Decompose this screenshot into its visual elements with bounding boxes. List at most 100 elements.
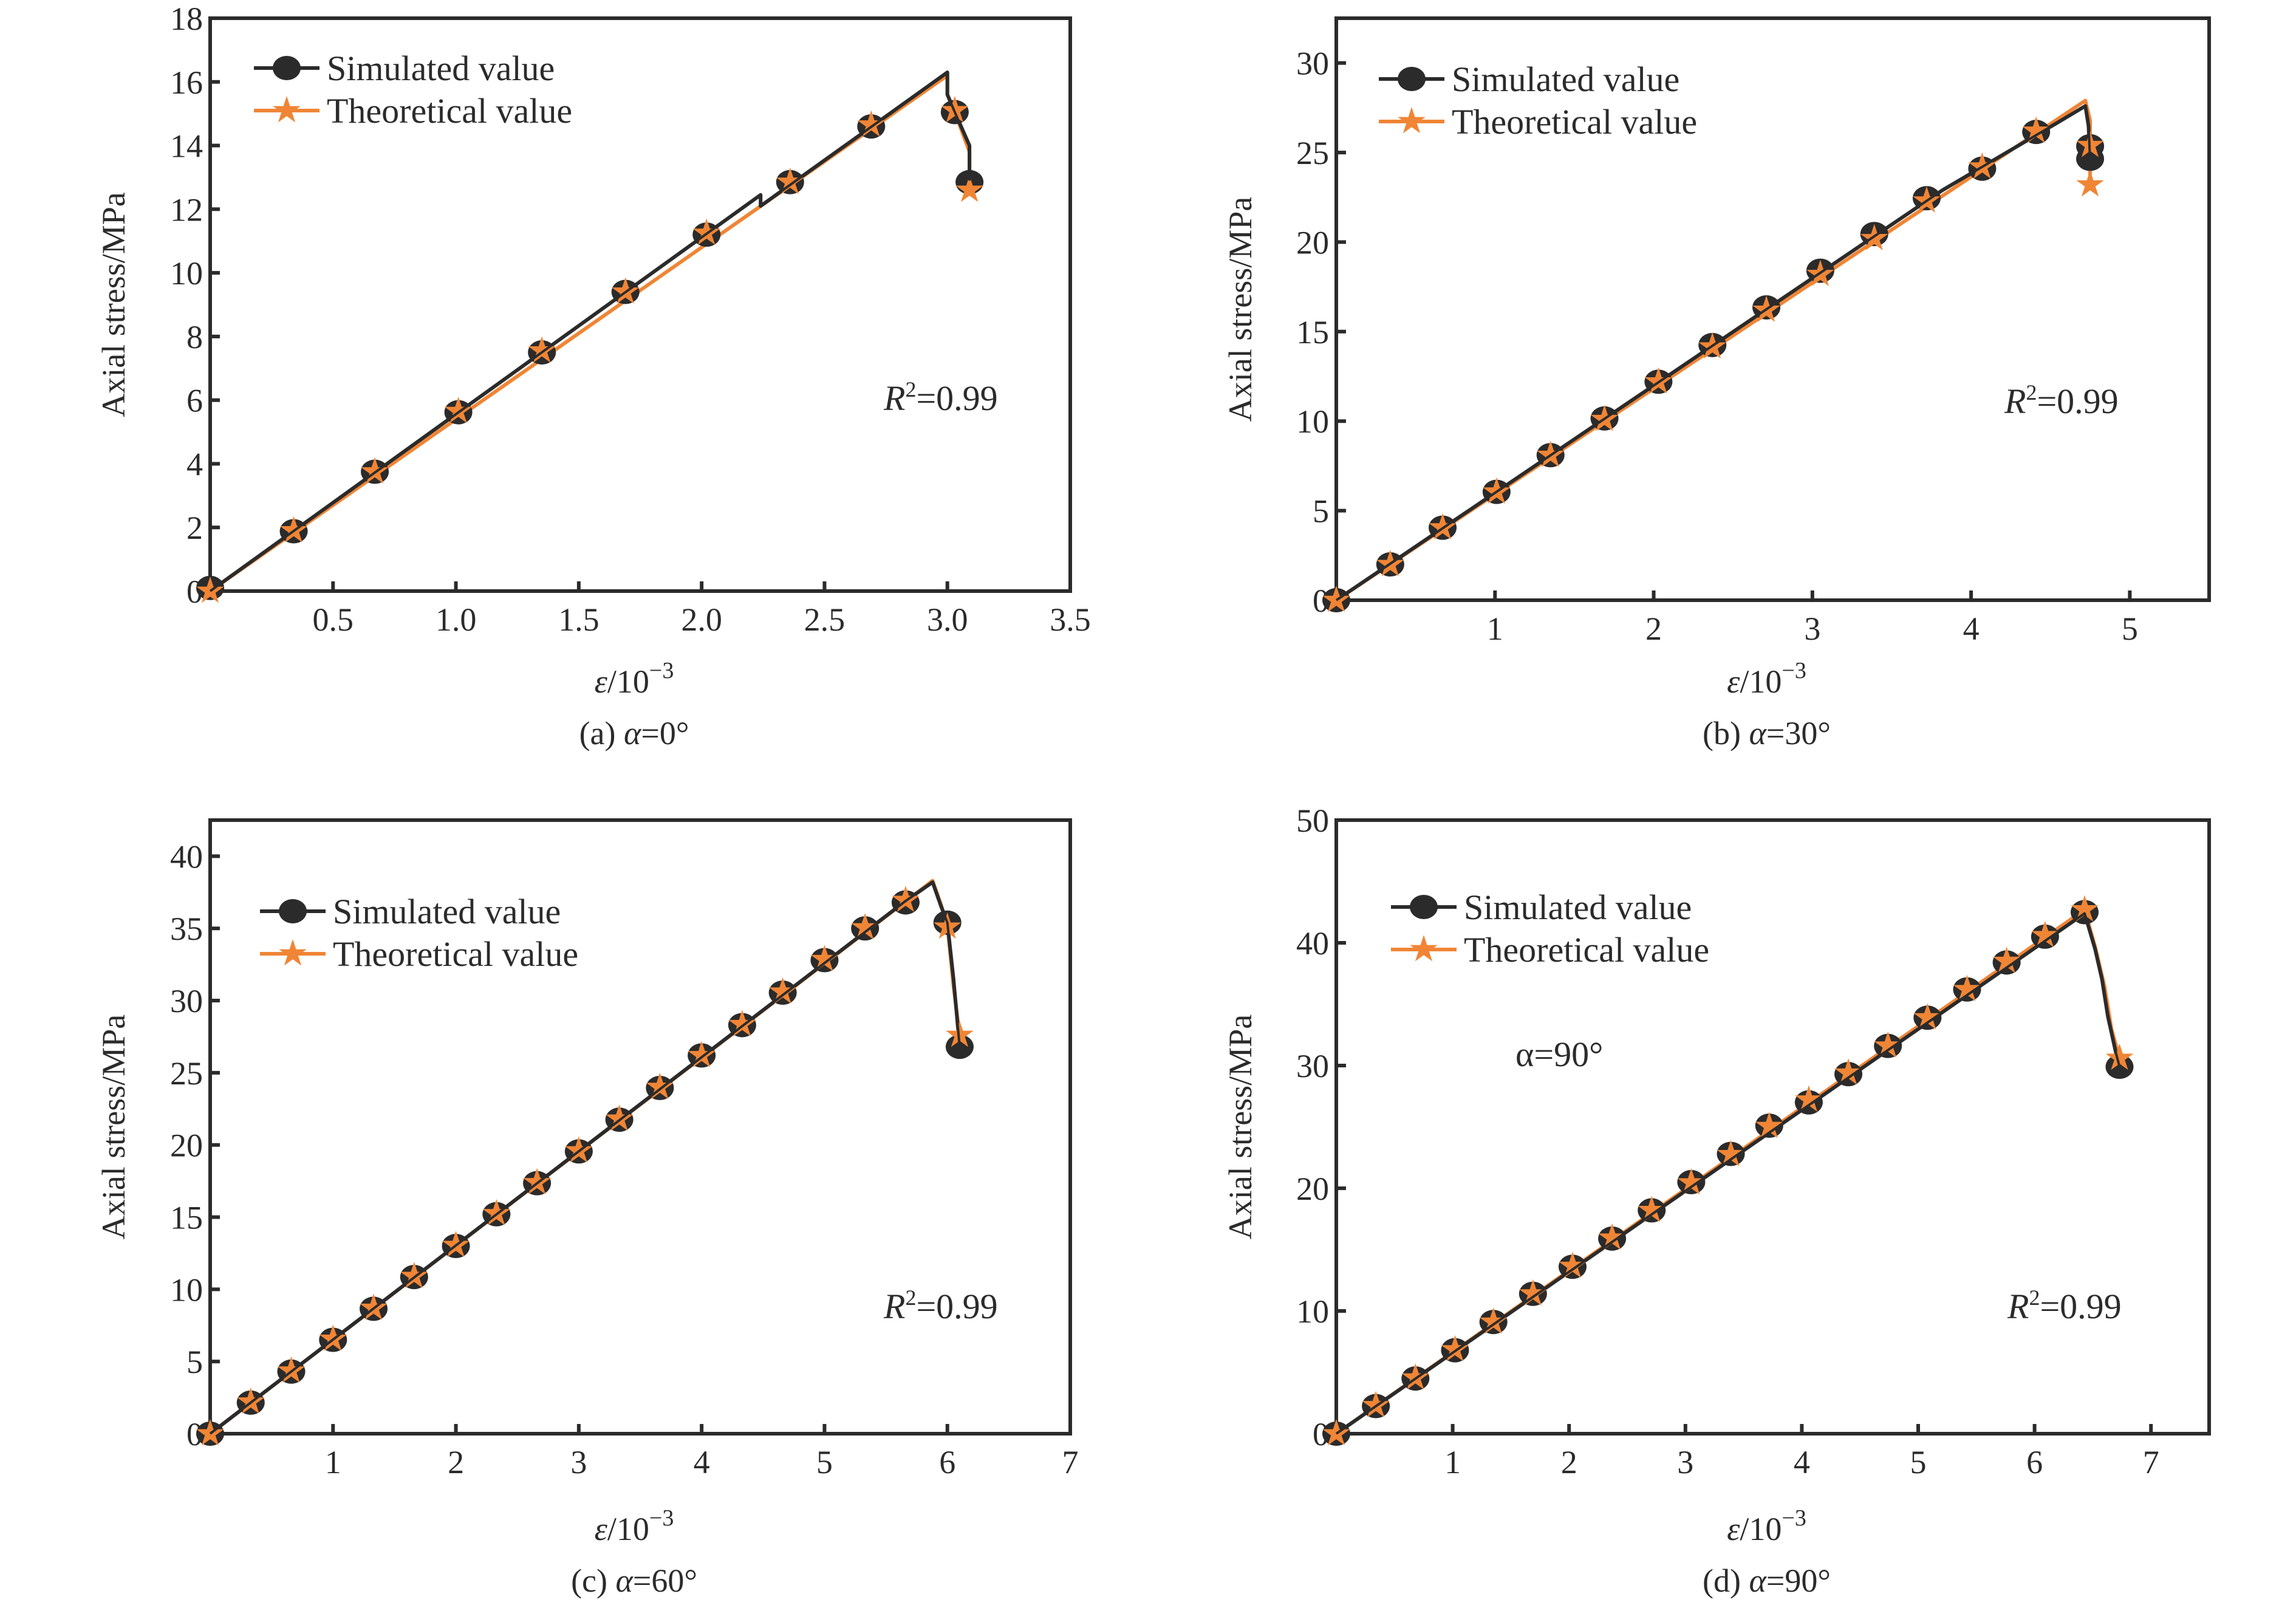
x-tick-label: 7 <box>1062 1444 1079 1480</box>
y-tick-label: 25 <box>170 1055 203 1092</box>
y-tick-label: 20 <box>170 1128 203 1164</box>
x-tick-label: 2.5 <box>804 601 846 638</box>
x-tick-label: 1.0 <box>436 601 477 638</box>
y-tick-label: 12 <box>170 191 203 228</box>
r-squared-annotation: R2=0.99 <box>2007 1285 2122 1326</box>
legend-circle-icon <box>273 56 301 80</box>
y-tick-label: 30 <box>170 983 203 1019</box>
x-tick-label: 6 <box>939 1444 955 1480</box>
y-tick-label: 50 <box>1296 802 1329 839</box>
y-tick-label: 8 <box>186 319 203 355</box>
y-axis-label: Axial stress/MPa <box>95 192 132 417</box>
y-tick-label: 20 <box>1296 224 1329 261</box>
legend-circle-icon <box>1398 67 1426 91</box>
y-tick-label: 40 <box>1296 925 1329 962</box>
legend-label-theoretical: Theoretical value <box>327 91 572 131</box>
x-tick-label: 1.5 <box>558 601 600 638</box>
plot-frame <box>208 16 1072 593</box>
y-tick-label: 10 <box>170 255 203 292</box>
panel-caption: (b) α=30° <box>1703 715 1831 751</box>
legend-label-theoretical: Theoretical value <box>333 934 578 974</box>
legend-label-simulated: Simulated value <box>327 49 555 88</box>
plot-frame <box>208 818 1072 1436</box>
x-axis-label: ε/10−3 <box>595 1505 674 1547</box>
simulated-line-overlay <box>209 881 961 1435</box>
panel-caption: (c) α=60° <box>571 1562 697 1599</box>
y-axis-label: Axial stress/MPa <box>95 1015 132 1240</box>
x-tick-label: 6 <box>2026 1444 2043 1480</box>
legend-circle-icon <box>279 899 307 923</box>
y-axis-label: Axial stress/MPa <box>1222 1015 1259 1240</box>
plot-frame <box>1334 818 2211 1436</box>
r-squared-annotation: R2=0.99 <box>883 1285 998 1326</box>
theoretical-point <box>2076 170 2104 197</box>
y-tick-label: 4 <box>186 446 203 482</box>
simulated-line-overlay <box>1335 104 2091 601</box>
theoretical-line <box>209 74 972 593</box>
x-tick-label: 1 <box>325 1444 341 1480</box>
r-squared-annotation: R2=0.99 <box>883 377 998 418</box>
y-tick-label: 10 <box>170 1271 203 1308</box>
y-tick-label: 35 <box>170 911 203 947</box>
x-tick-label: 4 <box>1794 1444 1810 1480</box>
legend-label-simulated: Simulated value <box>1452 60 1679 99</box>
y-tick-label: 16 <box>170 64 203 101</box>
y-tick-label: 30 <box>1296 1048 1329 1084</box>
x-tick-label: 2.0 <box>681 601 722 638</box>
x-tick-label: 3 <box>1804 611 1820 647</box>
x-tick-label: 4 <box>694 1444 710 1480</box>
y-tick-label: 5 <box>186 1344 203 1380</box>
y-tick-label: 40 <box>170 838 203 875</box>
x-tick-label: 3 <box>1677 1444 1693 1480</box>
x-axis-label: ε/10−3 <box>1727 1505 1806 1547</box>
simulated-line-overlay <box>209 71 971 592</box>
y-tick-label: 2 <box>186 510 203 546</box>
x-tick-label: 5 <box>2122 611 2138 647</box>
simulated-point <box>2105 1055 2134 1080</box>
x-axis-label: ε/10−3 <box>595 658 674 700</box>
r-squared-annotation: R2=0.99 <box>2004 380 2119 421</box>
x-tick-label: 1 <box>1487 611 1503 647</box>
x-tick-label: 4 <box>1963 611 1980 647</box>
y-tick-label: 30 <box>1296 46 1329 82</box>
panel-caption: (d) α=90° <box>1703 1562 1831 1599</box>
x-tick-label: 5 <box>816 1444 833 1480</box>
chart-panel-a: 0.5 1.0 1.5 2.0 2.5 3.0 3.5024681012141618Axia… <box>95 1 1091 751</box>
x-tick-label: 3.0 <box>927 601 968 638</box>
y-tick-label: 5 <box>1313 493 1329 530</box>
legend-label-simulated: Simulated value <box>333 892 561 931</box>
y-tick-label: 18 <box>170 1 203 37</box>
x-tick-label: 2 <box>1645 611 1662 647</box>
y-tick-label: 14 <box>170 128 203 165</box>
y-tick-label: 20 <box>1296 1171 1329 1207</box>
x-tick-label: 3.5 <box>1050 601 1091 638</box>
x-tick-label: 2 <box>448 1444 464 1480</box>
legend-label-theoretical: Theoretical value <box>1464 930 1709 970</box>
x-tick-label: 2 <box>1561 1444 1577 1480</box>
x-tick-label: 5 <box>1910 1444 1927 1480</box>
y-tick-label: 10 <box>1296 1293 1329 1330</box>
x-tick-label: 7 <box>2143 1444 2159 1480</box>
panel-caption: (a) α=0° <box>579 715 689 751</box>
legend-label-theoretical: Theoretical value <box>1452 102 1697 142</box>
y-axis-label: Axial stress/MPa <box>1222 197 1259 422</box>
x-tick-label: 0.5 <box>313 601 354 638</box>
simulated-line-overlay <box>1335 912 2121 1435</box>
y-tick-label: 10 <box>1296 403 1329 440</box>
simulated-point <box>945 1035 974 1059</box>
x-tick-label: 1 <box>1444 1444 1461 1480</box>
legend-circle-icon <box>1410 895 1438 919</box>
plot-frame <box>1334 16 2211 602</box>
y-tick-label: 15 <box>170 1200 203 1236</box>
y-tick-label: 15 <box>1296 314 1329 351</box>
legend-label-simulated: Simulated value <box>1464 888 1692 927</box>
y-tick-label: 6 <box>186 383 203 419</box>
